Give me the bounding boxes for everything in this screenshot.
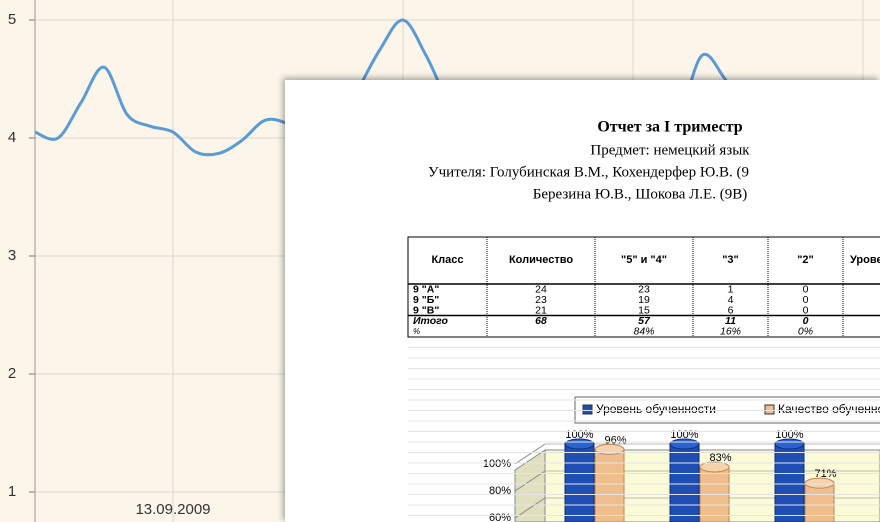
table-cell: 0 xyxy=(803,315,809,327)
y-tick-label: 5 xyxy=(8,11,16,28)
table-cell: 16% xyxy=(720,326,741,338)
table-cell: 9 "В" xyxy=(413,305,439,317)
bar xyxy=(594,443,625,522)
table-cell: 0% xyxy=(798,326,813,338)
value-label: 100% xyxy=(565,429,593,441)
bar-part xyxy=(804,482,835,522)
x-tick-label: 13.09.2009 xyxy=(135,501,210,518)
table-cell: 21 xyxy=(535,305,547,317)
table-header: "5" и "4" xyxy=(621,254,667,266)
report-page: Отчет за I триместр Предмет: немецкий яз… xyxy=(407,119,880,522)
value-label: 83% xyxy=(709,452,731,464)
table-cell: Итого xyxy=(413,315,449,327)
table-cell: 1 xyxy=(728,284,734,296)
value-label: 100% xyxy=(670,429,698,441)
table-cell: 11 xyxy=(725,315,736,327)
table-cell: 0 xyxy=(803,294,809,306)
table-cell: % xyxy=(413,327,420,336)
grid-line xyxy=(514,470,546,492)
bar xyxy=(669,438,700,522)
doc-title: Отчет за I триместр xyxy=(597,119,742,136)
table-cell: 6 xyxy=(728,305,734,317)
y-tick-label: 100% xyxy=(483,458,511,470)
table-cell: 84% xyxy=(633,326,654,338)
table-header: Количество xyxy=(509,254,573,266)
bar xyxy=(699,461,730,522)
value-label: 96% xyxy=(604,434,626,446)
table-cell: 57 xyxy=(638,315,651,327)
bar-part xyxy=(594,443,625,455)
legend-swatch xyxy=(764,404,775,415)
report-document: Отчет за I триместр Предмет: немецкий яз… xyxy=(285,80,880,522)
table-header: "2" xyxy=(797,254,814,266)
table-cell: 9 "Б" xyxy=(413,294,439,306)
table-cell: 68 xyxy=(535,315,547,327)
bar-part xyxy=(804,477,835,489)
bar-part xyxy=(774,443,805,522)
table-header: Уровень обученности xyxy=(850,254,880,266)
doc-teachers: Березина Ю.В., Шокова Л.Е. (9В) xyxy=(533,186,747,202)
table-cell: 19 xyxy=(638,294,650,306)
table-header: Класс xyxy=(431,254,463,266)
legend-swatch xyxy=(582,404,593,415)
table-cell: 23 xyxy=(535,294,547,306)
table-cell: 15 xyxy=(638,305,650,317)
doc-teachers: Учителя: Голубинская В.М., Кохендерфер Ю… xyxy=(428,164,749,180)
y-tick-label: 60% xyxy=(489,512,511,522)
y-tick-label: 3 xyxy=(8,247,16,264)
bar xyxy=(564,438,595,522)
table-header: "3" xyxy=(722,254,739,266)
y-tick-label: 4 xyxy=(8,129,16,146)
grid-line xyxy=(514,443,546,465)
value-label: 100% xyxy=(775,429,803,441)
table-cell: 0 xyxy=(803,305,809,317)
value-label: 71% xyxy=(814,468,836,480)
table-cell: 24 xyxy=(535,284,547,296)
bar-part xyxy=(594,448,625,522)
table-cell: 0 xyxy=(803,284,809,296)
doc-subject: Предмет: немецкий язык xyxy=(590,142,750,158)
grid-line xyxy=(514,497,546,519)
table-cell: 9 "А" xyxy=(413,284,439,296)
legend-label: Уровень обученности xyxy=(596,402,716,416)
bar-part xyxy=(564,443,595,522)
table-border xyxy=(407,236,880,338)
y-tick-label: 1 xyxy=(8,483,16,500)
table-cell: 23 xyxy=(638,284,650,296)
table-cell: 4 xyxy=(728,294,734,306)
bar-part xyxy=(699,461,730,473)
y-tick-label: 80% xyxy=(489,485,511,497)
legend-label: Качество обученности xyxy=(778,402,880,416)
bar xyxy=(774,438,805,522)
bar-part xyxy=(669,443,700,522)
y-tick-label: 2 xyxy=(8,365,16,382)
